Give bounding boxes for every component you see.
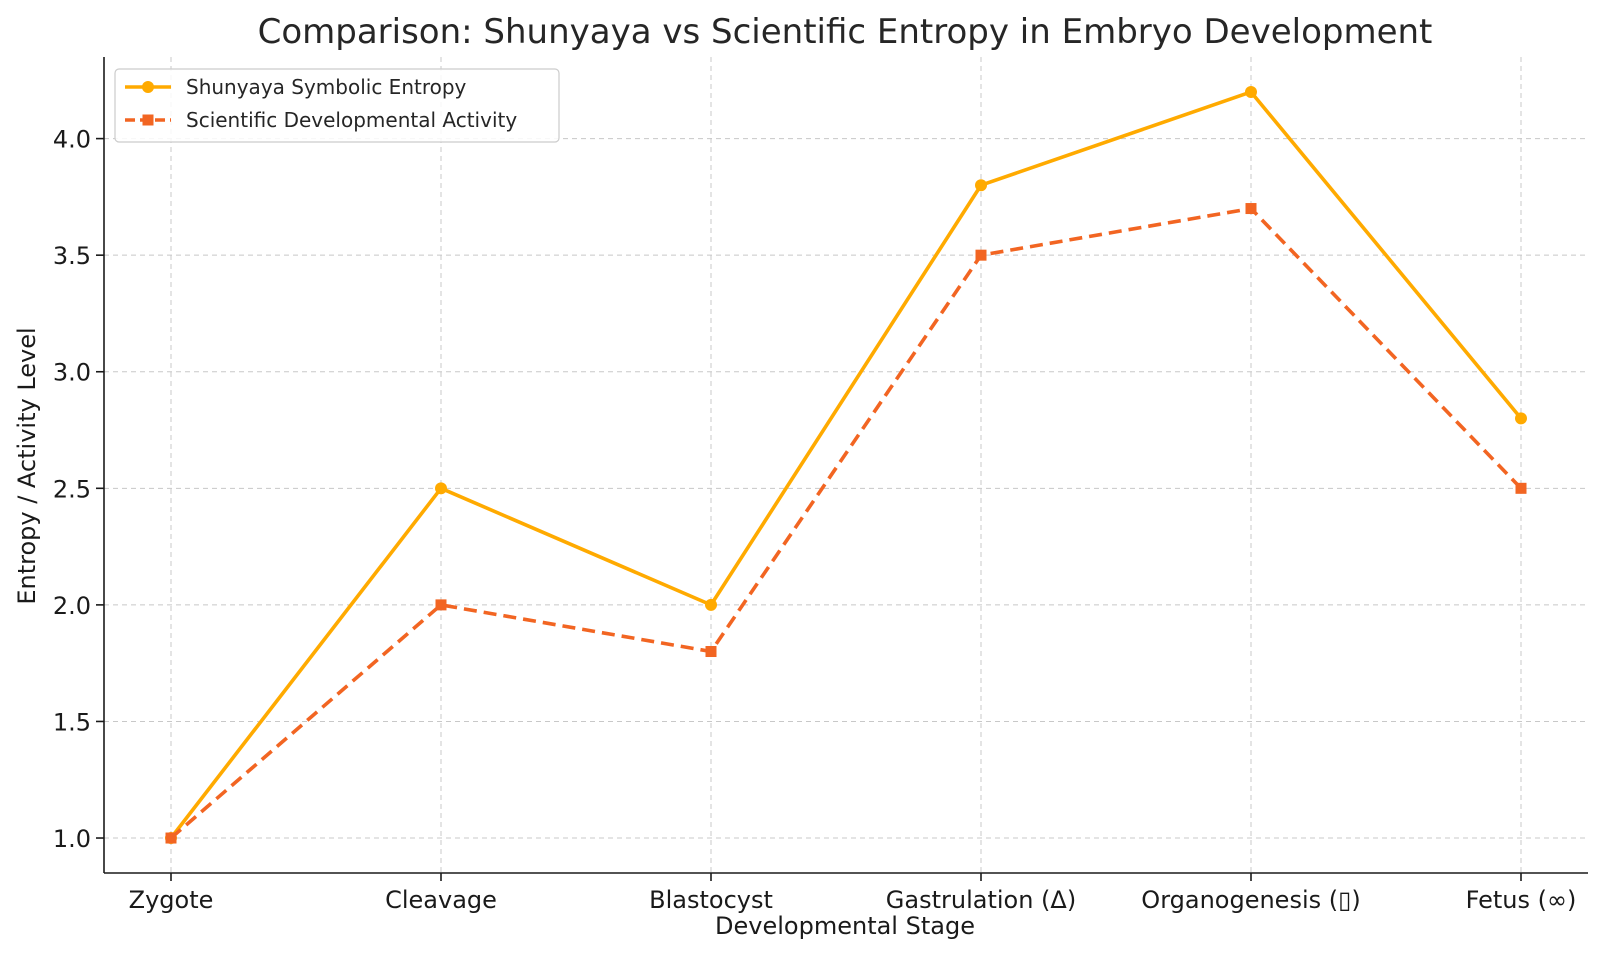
data-point xyxy=(975,249,987,261)
y-tick-label: 2.5 xyxy=(53,475,91,503)
legend-marker xyxy=(142,81,154,93)
legend-box xyxy=(114,68,560,143)
data-point xyxy=(1245,203,1257,215)
legend-item: Shunyaya Symbolic Entropy xyxy=(125,75,467,99)
legend-label: Scientific Developmental Activity xyxy=(186,108,517,132)
y-tick-label: 1.5 xyxy=(53,708,91,736)
x-tick-label: Organogenesis (▯) xyxy=(1141,886,1360,914)
y-tick-label: 1.0 xyxy=(53,825,91,853)
legend: Shunyaya Symbolic Entropy Scientific Deve… xyxy=(114,68,560,143)
series-2 xyxy=(165,203,1527,844)
data-point xyxy=(705,646,717,658)
y-tick-label: 3.0 xyxy=(53,359,91,387)
x-tick-label: Fetus (∞) xyxy=(1466,886,1577,914)
data-point xyxy=(435,599,447,611)
data-point xyxy=(1245,85,1257,98)
x-tick-label: Cleavage xyxy=(385,886,497,914)
data-point xyxy=(1515,412,1527,425)
data-point xyxy=(975,179,987,192)
data-point xyxy=(1515,482,1527,494)
data-point xyxy=(705,598,717,611)
x-tick-label: Blastocyst xyxy=(649,886,773,914)
data-point xyxy=(435,482,447,495)
legend-label: Shunyaya Symbolic Entropy xyxy=(186,75,467,99)
series-line xyxy=(169,90,1523,840)
chart-title: Comparison: Shunyaya vs Scientific Entro… xyxy=(258,12,1433,52)
y-axis-label: Entropy / Activity Level xyxy=(13,327,41,604)
legend-marker xyxy=(142,114,154,126)
x-tick-label: Gastrulation (Δ) xyxy=(886,886,1076,914)
legend-item: Scientific Developmental Activity xyxy=(125,108,517,132)
x-axis-label: Developmental Stage xyxy=(715,912,975,940)
y-tick-label: 2.0 xyxy=(53,592,91,620)
data-point xyxy=(165,832,177,844)
series-line xyxy=(169,206,1523,840)
y-tick-label: 3.5 xyxy=(53,242,91,270)
axes-layer: Zygote Cleavage Blastocyst Gastrulation (Δ)… xyxy=(53,57,1588,914)
grid-layer xyxy=(104,57,1588,873)
series-1 xyxy=(165,85,1527,845)
series-layer xyxy=(165,85,1527,845)
y-tick-label: 4.0 xyxy=(53,126,91,154)
x-tick-label: Zygote xyxy=(129,886,214,914)
